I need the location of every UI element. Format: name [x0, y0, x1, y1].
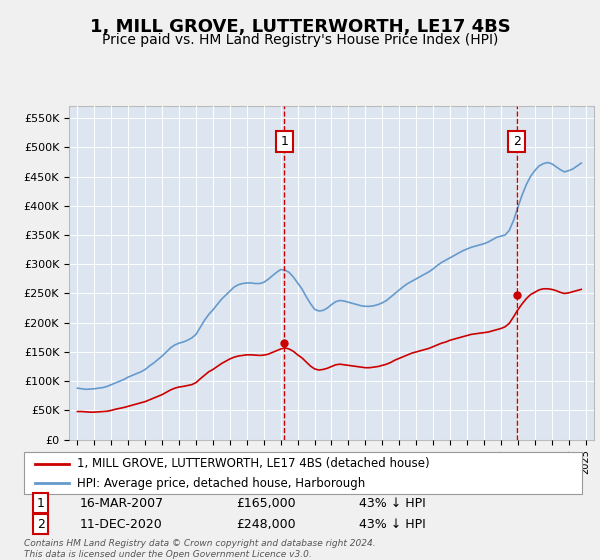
- Text: 11-DEC-2020: 11-DEC-2020: [80, 517, 163, 531]
- Text: Price paid vs. HM Land Registry's House Price Index (HPI): Price paid vs. HM Land Registry's House …: [102, 33, 498, 47]
- Text: Contains HM Land Registry data © Crown copyright and database right 2024.
This d: Contains HM Land Registry data © Crown c…: [24, 539, 376, 559]
- Text: 1: 1: [37, 497, 44, 510]
- Text: 1, MILL GROVE, LUTTERWORTH, LE17 4BS: 1, MILL GROVE, LUTTERWORTH, LE17 4BS: [89, 18, 511, 36]
- Text: 16-MAR-2007: 16-MAR-2007: [80, 497, 164, 510]
- Text: 43% ↓ HPI: 43% ↓ HPI: [359, 517, 425, 531]
- Text: HPI: Average price, detached house, Harborough: HPI: Average price, detached house, Harb…: [77, 477, 365, 490]
- Text: 1: 1: [280, 135, 288, 148]
- Text: 43% ↓ HPI: 43% ↓ HPI: [359, 497, 425, 510]
- Text: £248,000: £248,000: [236, 517, 296, 531]
- Text: £165,000: £165,000: [236, 497, 296, 510]
- FancyBboxPatch shape: [24, 452, 582, 494]
- Text: 2: 2: [37, 517, 44, 531]
- Text: 1, MILL GROVE, LUTTERWORTH, LE17 4BS (detached house): 1, MILL GROVE, LUTTERWORTH, LE17 4BS (de…: [77, 457, 430, 470]
- Text: 2: 2: [513, 135, 521, 148]
